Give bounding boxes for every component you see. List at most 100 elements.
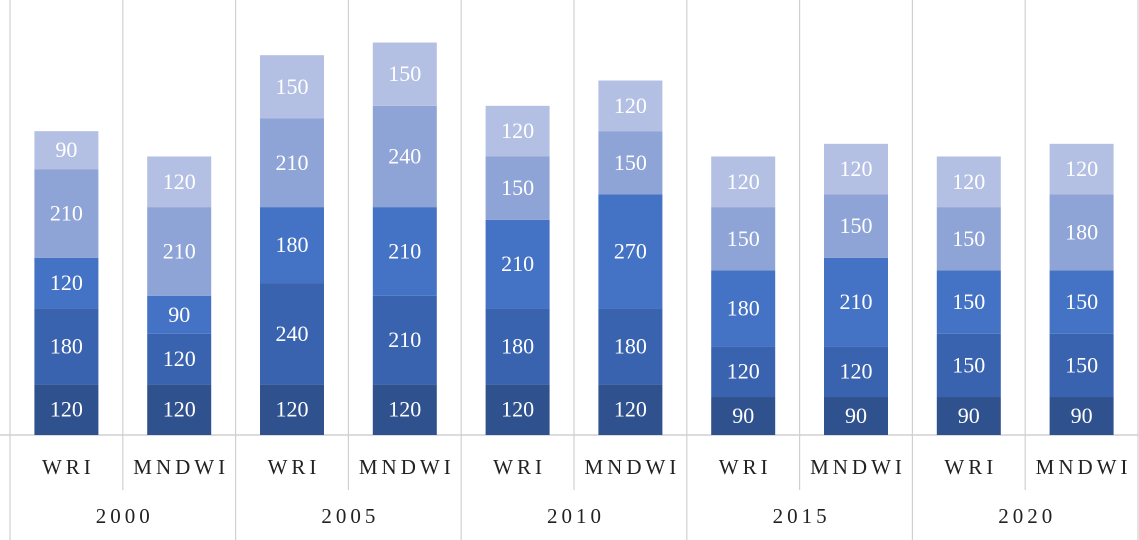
group-label: 2015 [773, 504, 831, 528]
value-label: 150 [952, 289, 985, 314]
bar-segment [598, 131, 663, 195]
bar-segment [711, 346, 776, 398]
value-label: 210 [388, 327, 421, 352]
value-label: 120 [501, 397, 534, 422]
value-label: 150 [501, 175, 534, 200]
x-tick-label: MNDWI [133, 455, 229, 479]
x-tick-label: WRI [719, 455, 772, 479]
value-label: 210 [276, 150, 309, 175]
bar-segment [260, 55, 324, 119]
bar-segment [936, 207, 1001, 271]
bar-segment [598, 80, 663, 132]
bar-segment [372, 295, 437, 385]
x-tick-label: WRI [944, 455, 997, 479]
bar-segment [260, 384, 324, 435]
value-label: 120 [388, 397, 421, 422]
bar-segment [147, 384, 212, 435]
value-label: 90 [732, 403, 754, 428]
value-label: 150 [840, 213, 873, 238]
value-label: 180 [1065, 219, 1098, 244]
bar-segment [34, 169, 99, 258]
value-label: 120 [50, 397, 83, 422]
bar-segment [598, 194, 663, 309]
bar-segment [147, 156, 212, 208]
bar-segment [372, 384, 437, 435]
bar-segment [936, 333, 1001, 398]
value-label: 150 [1065, 352, 1098, 377]
value-label: 180 [276, 232, 309, 257]
bar-segment [485, 384, 550, 435]
bar-segment [34, 384, 99, 435]
group-label: 2010 [547, 504, 605, 528]
x-tick-label: MNDWI [584, 455, 680, 479]
value-label: 120 [614, 93, 647, 118]
x-tick-label: WRI [493, 455, 546, 479]
value-label: 120 [614, 397, 647, 422]
value-label: 120 [163, 169, 196, 194]
bar-segment [260, 283, 324, 385]
value-label: 180 [727, 295, 760, 320]
value-label: 120 [163, 397, 196, 422]
bar-segment [147, 207, 212, 296]
value-label: 180 [614, 333, 647, 358]
bar-segment [372, 42, 437, 106]
bar-segment [824, 346, 888, 398]
value-label: 120 [840, 359, 873, 384]
x-tick-label: MNDWI [1036, 455, 1132, 479]
bar-segment [147, 333, 212, 385]
group-label: 2005 [321, 504, 379, 528]
bar-segment [372, 207, 437, 296]
bar-segment [1049, 397, 1114, 435]
bar-segment [936, 156, 1001, 208]
bar-segment [485, 105, 550, 157]
bar-segment [824, 257, 888, 347]
value-label: 120 [50, 270, 83, 295]
value-label: 120 [952, 169, 985, 194]
bar-segment [260, 118, 324, 208]
x-tick-label: WRI [268, 455, 321, 479]
value-label: 180 [50, 333, 83, 358]
value-label: 240 [276, 321, 309, 346]
bar-segment [711, 270, 776, 347]
value-label: 150 [614, 150, 647, 175]
value-label: 240 [388, 144, 421, 169]
value-label: 210 [501, 251, 534, 276]
bar-segment [34, 131, 99, 170]
bar-segment [1049, 270, 1114, 334]
bar-segment [598, 384, 663, 435]
group-label: 2020 [998, 504, 1056, 528]
bar-segment [485, 156, 550, 220]
value-label: 90 [958, 403, 980, 428]
bar-segment [824, 397, 888, 435]
x-tick-label: MNDWI [359, 455, 455, 479]
value-label: 90 [168, 302, 190, 327]
bar-segment [485, 308, 550, 385]
bar-segment [936, 397, 1001, 435]
bar-segment [598, 308, 663, 385]
value-label: 150 [952, 226, 985, 251]
group-label: 2000 [96, 504, 154, 528]
bar-segment [260, 207, 324, 284]
value-label: 120 [501, 118, 534, 143]
bar-segment [936, 270, 1001, 334]
bar-segment [34, 308, 99, 385]
value-label: 150 [388, 61, 421, 86]
bar-segment [1049, 333, 1114, 398]
bar-segment [824, 143, 888, 195]
value-label: 90 [1071, 403, 1093, 428]
bar-segment [147, 295, 212, 334]
bar-segment [1049, 143, 1114, 195]
value-label: 120 [727, 359, 760, 384]
bar-segment [34, 257, 99, 309]
bar-segment [711, 207, 776, 271]
value-label: 270 [614, 238, 647, 263]
bar-segment [1049, 194, 1114, 271]
value-label: 120 [840, 156, 873, 181]
x-tick-label: MNDWI [810, 455, 906, 479]
value-label: 210 [163, 238, 196, 263]
value-label: 180 [501, 333, 534, 358]
value-label: 150 [1065, 289, 1098, 314]
value-label: 120 [1065, 156, 1098, 181]
value-label: 90 [55, 137, 77, 162]
bar-segment [711, 397, 776, 435]
